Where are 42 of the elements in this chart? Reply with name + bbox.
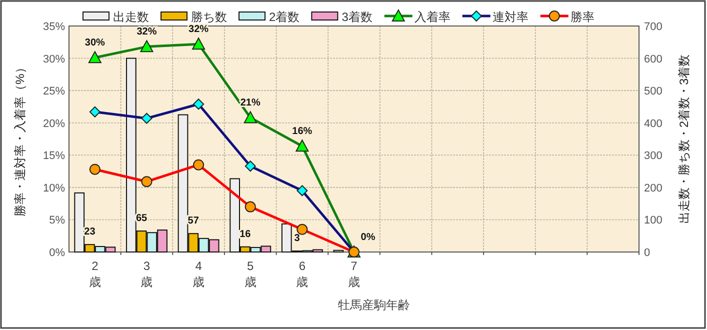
y2-tick-label: 500 bbox=[644, 86, 662, 98]
legend-label: 3着数 bbox=[342, 10, 372, 24]
y-tick-label: 25% bbox=[42, 86, 66, 98]
y-tick-label: 5% bbox=[49, 214, 66, 227]
data-label: 16 bbox=[240, 228, 252, 240]
legend-label: 2着数 bbox=[269, 10, 300, 24]
y-tick-label: 30% bbox=[42, 53, 66, 66]
x-tick-label: 7 歳 bbox=[348, 259, 360, 289]
y-tick-label: 20% bbox=[42, 118, 66, 130]
legend-label: 連対率 bbox=[492, 10, 528, 24]
y-tick-label: 15% bbox=[42, 150, 66, 162]
x-tick-label: 5 歳 bbox=[244, 259, 256, 289]
data-label: 32% bbox=[136, 26, 157, 38]
y2-tick-label: 600 bbox=[644, 53, 662, 66]
y-tick-label: 0% bbox=[49, 247, 66, 259]
data-label: 21% bbox=[240, 98, 260, 109]
y2-tick-label: 100 bbox=[644, 214, 662, 227]
y2-axis-title: 出走数・勝ち数・2着数・3着数 bbox=[677, 54, 691, 224]
y-tick-label: 35% bbox=[42, 21, 66, 33]
x-tick-label: 3 歳 bbox=[140, 259, 153, 289]
legend-label: 出走数 bbox=[113, 10, 149, 24]
y2-tick-label: 400 bbox=[644, 118, 662, 130]
legend-label: 勝ち数 bbox=[191, 10, 227, 24]
y2-tick-label: 300 bbox=[644, 150, 662, 162]
x-axis-title: 牡馬産駒年齢 bbox=[338, 298, 410, 312]
data-label: 23 bbox=[84, 226, 96, 238]
y2-tick-label: 0 bbox=[644, 247, 650, 259]
x-tick-label: 4 歳 bbox=[192, 259, 205, 289]
legend-label: 勝率 bbox=[570, 10, 594, 24]
legend-label: 入着率 bbox=[414, 10, 450, 24]
y2-tick-label: 200 bbox=[644, 182, 662, 194]
y-tick-label: 10% bbox=[42, 182, 66, 194]
y2-tick-label: 700 bbox=[644, 21, 662, 33]
data-label: 32% bbox=[188, 24, 209, 36]
data-label: 57 bbox=[188, 216, 200, 227]
x-tick-label: 6 歳 bbox=[296, 259, 308, 289]
data-label: 16% bbox=[292, 126, 312, 138]
y-axis-title: 勝率・連対率・入着率（%） bbox=[13, 62, 27, 216]
data-label: 3 bbox=[294, 233, 300, 244]
x-tick-label: 2 歳 bbox=[88, 259, 101, 289]
data-label: 0% bbox=[360, 232, 376, 243]
data-label: 30% bbox=[84, 38, 106, 49]
